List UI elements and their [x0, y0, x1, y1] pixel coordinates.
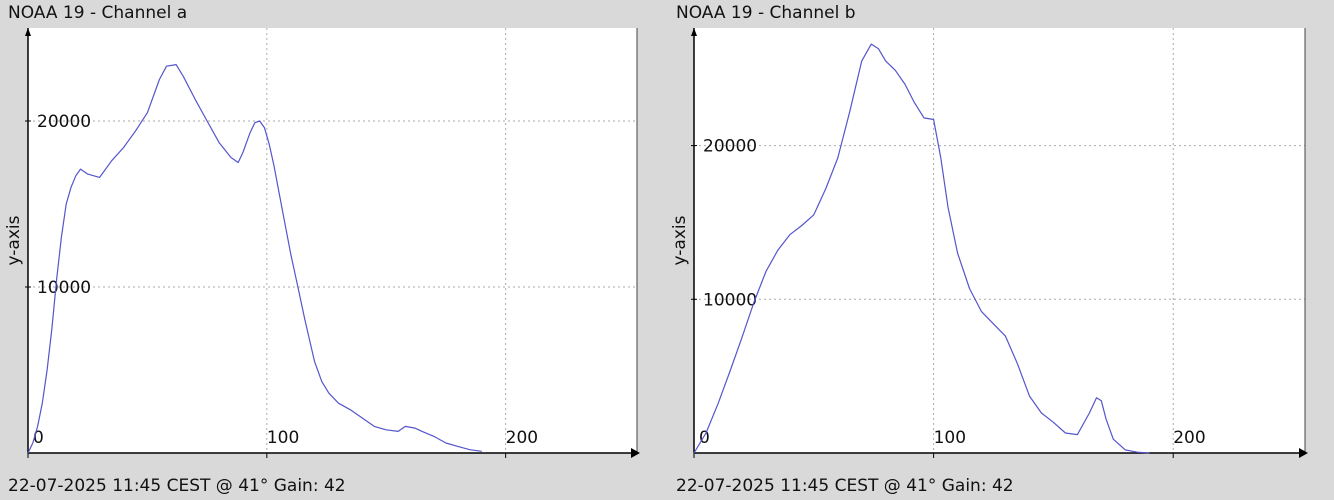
x-tick-label: 200 [506, 428, 538, 448]
x-tick-label: 100 [267, 428, 299, 448]
chart-panel-channel-b: NOAA 19 - Channel b 0 100 200 10000 20000 y-a… [668, 0, 1308, 500]
chart-svg: 0 100 200 10000 20000 y-axis [670, 28, 1308, 458]
chart-footer: 22-07-2025 11:45 CEST @ 41° Gain: 42 [676, 476, 1014, 496]
y-tick-label: 20000 [703, 137, 757, 157]
x-axis-arrow [1299, 448, 1308, 458]
chart-panel-channel-a: NOAA 19 - Channel a 0 100 200 10000 20000 y-a… [0, 0, 640, 500]
chart-title: NOAA 19 - Channel a [8, 3, 188, 23]
y-axis-title: y-axis [4, 215, 24, 265]
y-tick-label: 20000 [37, 112, 91, 132]
chart-title: NOAA 19 - Channel b [676, 3, 856, 23]
y-tick-label: 10000 [703, 290, 757, 310]
series-line [693, 43, 1150, 454]
chart-footer: 22-07-2025 11:45 CEST @ 41° Gain: 42 [8, 476, 346, 496]
plot-area [694, 28, 1305, 453]
y-tick-label: 10000 [37, 278, 91, 298]
y-axis-arrow [691, 28, 697, 36]
x-tick-label: 0 [33, 428, 44, 448]
y-axis-title: y-axis [670, 215, 690, 265]
series-line [27, 63, 482, 454]
x-axis-arrow [631, 448, 640, 458]
x-tick-label: 0 [699, 428, 710, 448]
plot-area [28, 28, 637, 453]
y-axis-arrow [25, 28, 31, 36]
x-tick-label: 100 [934, 428, 966, 448]
x-tick-label: 200 [1173, 428, 1205, 448]
chart-svg: 0 100 200 10000 20000 y-axis [4, 28, 640, 458]
